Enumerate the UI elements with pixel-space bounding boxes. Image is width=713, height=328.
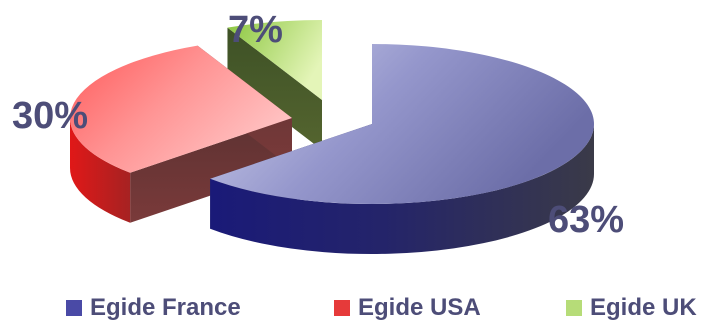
pie-chart: 63% 30% 7% (12, 9, 624, 254)
pie-slice-egide-uk (227, 20, 322, 150)
legend-item-egide-uk: Egide UK (566, 294, 697, 322)
legend-item-egide-usa: Egide USA (334, 294, 481, 322)
legend-label: Egide France (90, 294, 241, 321)
slice-top (210, 44, 594, 204)
pie-slice-egide-usa (70, 45, 293, 223)
slice-wall (130, 118, 292, 223)
legend-item-egide-france: Egide France (66, 294, 241, 322)
legend-label: Egide UK (590, 294, 697, 321)
legend-swatch (334, 300, 350, 316)
slice-wall (227, 27, 322, 150)
slice-top (70, 45, 293, 173)
legend: Egide France Egide USA Egide UK (0, 264, 713, 328)
legend-swatch (66, 300, 82, 316)
slice-side (210, 124, 595, 254)
data-label-egide-uk: 7% (228, 9, 283, 51)
pie-slice-egide-france (210, 44, 595, 254)
legend-label: Egide USA (358, 294, 481, 321)
slice-top (227, 20, 322, 100)
legend-swatch (566, 300, 582, 316)
slice-side (70, 118, 131, 223)
data-label-egide-usa: 30% (12, 95, 88, 137)
data-label-egide-france: 63% (548, 199, 624, 241)
